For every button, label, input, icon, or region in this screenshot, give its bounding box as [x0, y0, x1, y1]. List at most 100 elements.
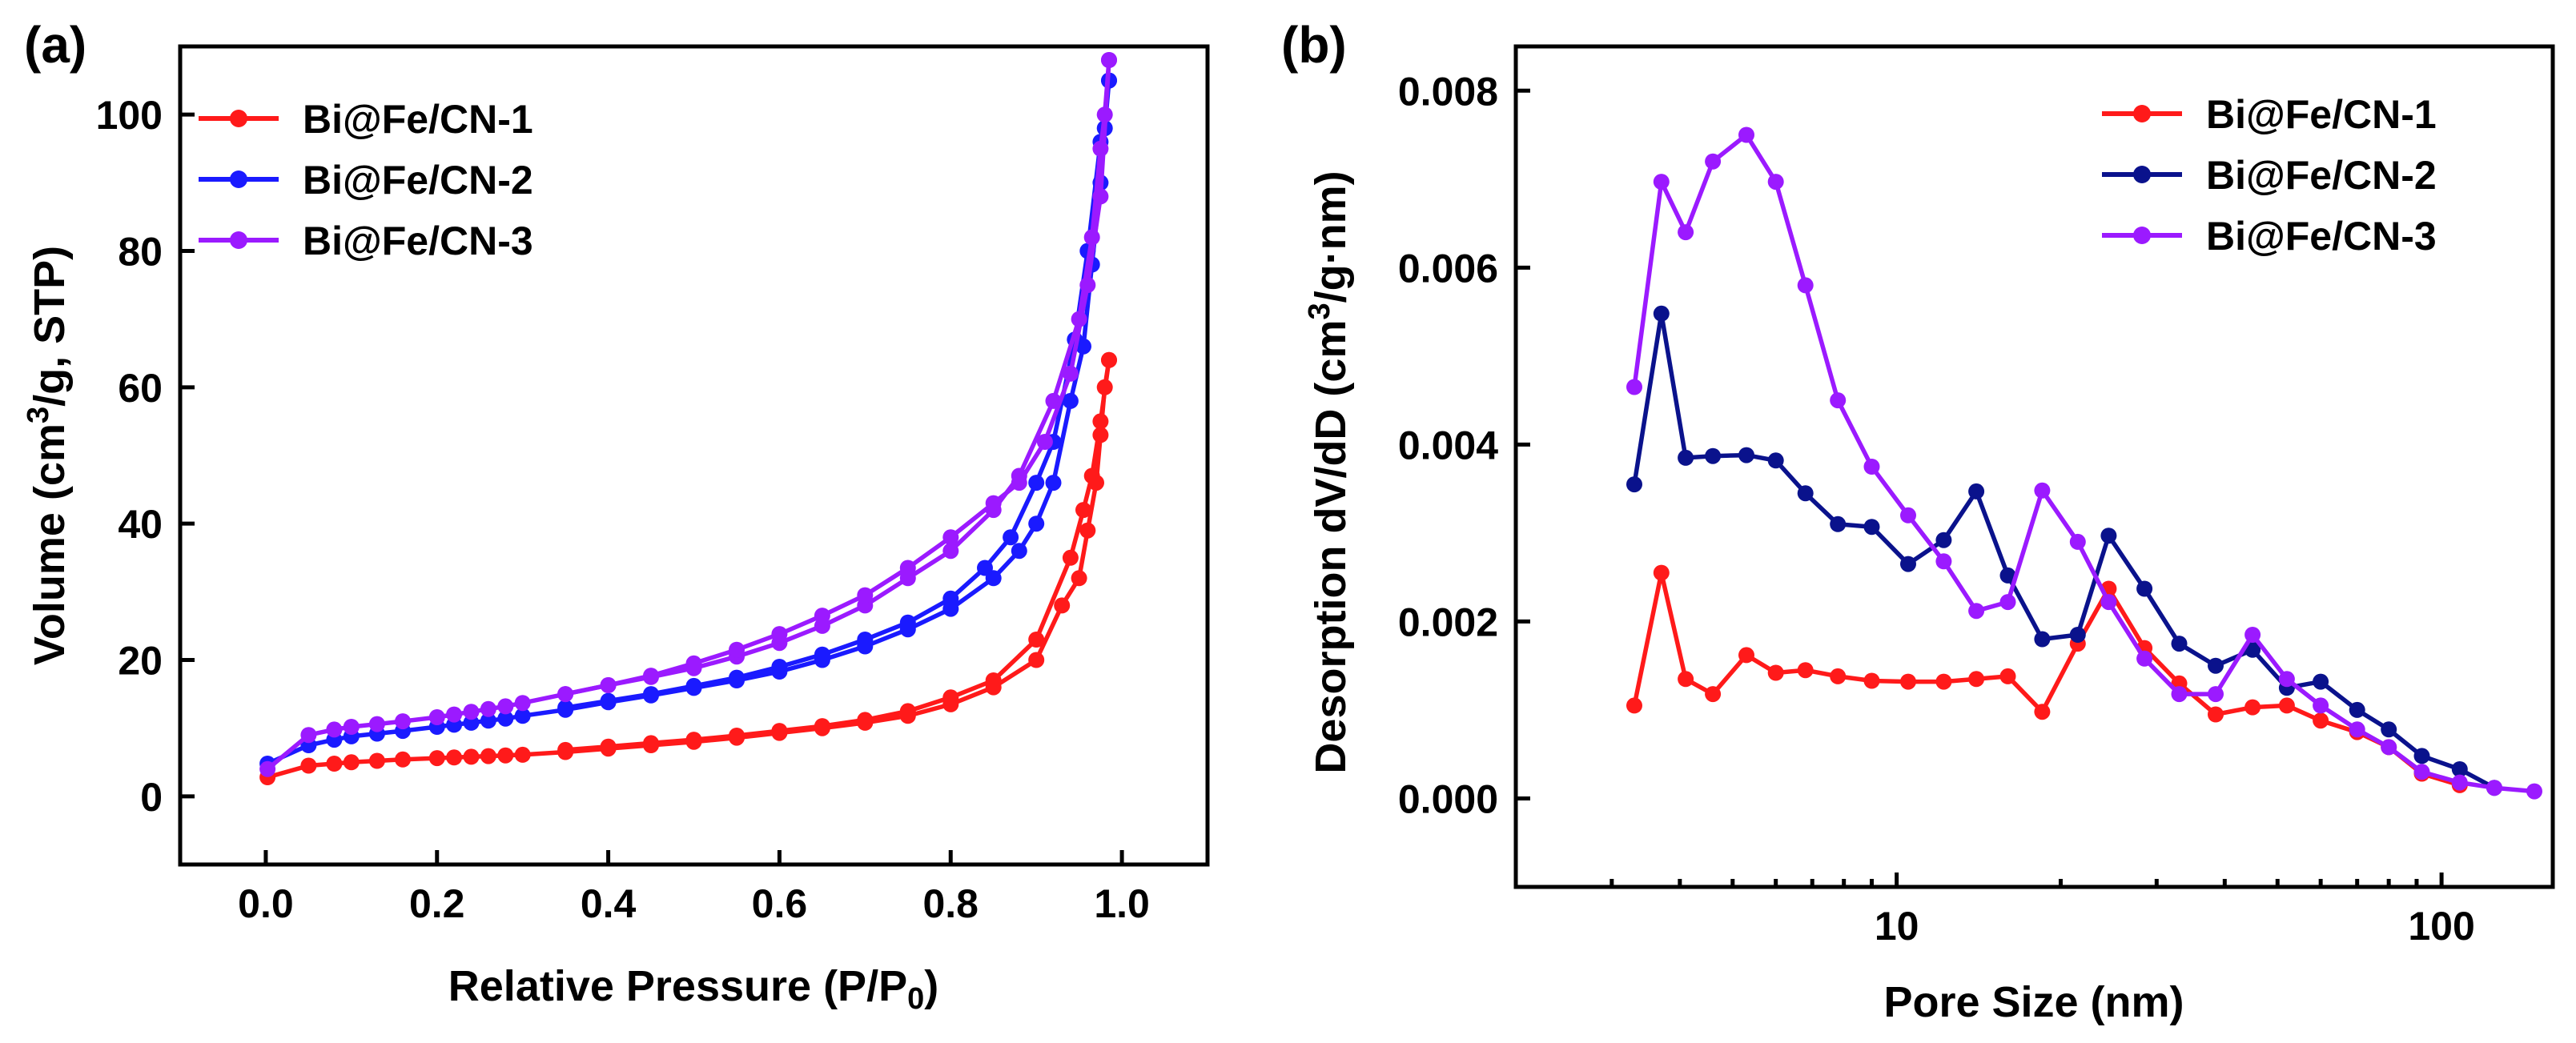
series-group-b	[1626, 126, 2542, 800]
data-point-b-bi-fe-cn-1-curve-3	[1705, 686, 1722, 703]
data-point-a-bi-fe-cn-3-adsorption-27	[1092, 140, 1109, 157]
data-point-a-bi-fe-cn-2-desorption-17	[557, 700, 574, 716]
data-point-a-bi-fe-cn-1-adsorption-4	[368, 752, 385, 769]
data-point-a-bi-fe-cn-3-adsorption-3	[343, 719, 360, 735]
y-tick-label-a-4: 80	[118, 230, 163, 275]
data-point-a-bi-fe-cn-1-adsorption-5	[395, 751, 411, 768]
data-point-a-bi-fe-cn-3-desorption-0	[1101, 52, 1117, 68]
y-axis-label-b: Desorption dV/dD (cm3/g·nm)	[1303, 170, 1355, 773]
x-axis-label-b: Pore Size (nm)	[1883, 978, 2184, 1026]
y-tick-label-b-0: 0.000	[1398, 776, 1498, 821]
data-point-a-bi-fe-cn-3-adsorption-0	[259, 760, 276, 777]
data-point-a-bi-fe-cn-3-desorption-11	[771, 626, 788, 643]
data-point-a-bi-fe-cn-2-desorption-9	[899, 614, 916, 631]
data-point-a-bi-fe-cn-2-desorption-14	[685, 677, 702, 694]
data-point-b-bi-fe-cn-1-curve-4	[1738, 647, 1754, 664]
data-point-b-bi-fe-cn-2-curve-10	[1935, 532, 1952, 548]
x-tick-label-a-0: 0.0	[238, 881, 294, 926]
data-point-a-bi-fe-cn-1-adsorption-23	[1028, 652, 1045, 668]
isotherm-chart: (a) 0.0 0.2 0.4 0.6 0.8 1.0 0 20 40 60 80 100 Bi@Fe…	[22, 16, 1210, 1016]
data-point-b-bi-fe-cn-3-curve-8	[1863, 459, 1880, 475]
data-point-a-bi-fe-cn-1-adsorption-26	[1079, 522, 1096, 539]
legend-label-a-bi-fe-cn-2: Bi@Fe/CN-2	[303, 158, 533, 203]
data-point-b-bi-fe-cn-3-curve-9	[1900, 507, 1916, 524]
data-point-a-bi-fe-cn-1-adsorption-25	[1071, 570, 1087, 587]
data-point-a-bi-fe-cn-3-desorption-3	[1062, 365, 1079, 382]
data-point-b-bi-fe-cn-3-curve-20	[2278, 671, 2295, 688]
data-point-b-bi-fe-cn-3-curve-23	[2381, 739, 2397, 756]
data-point-b-bi-fe-cn-1-curve-9	[1900, 673, 1916, 690]
data-point-b-bi-fe-cn-1-curve-2	[1678, 671, 1694, 688]
y-tick-label-a-3: 60	[118, 366, 163, 411]
data-point-a-bi-fe-cn-1-desorption-12	[729, 728, 745, 744]
data-point-a-bi-fe-cn-1-desorption-11	[771, 723, 788, 740]
data-point-b-bi-fe-cn-2-curve-6	[1797, 485, 1814, 502]
data-point-b-bi-fe-cn-2-curve-2	[1678, 449, 1694, 466]
data-point-a-bi-fe-cn-3-desorption-4	[1036, 434, 1053, 450]
data-point-a-bi-fe-cn-2-adsorption-11	[514, 708, 531, 724]
pore-size-chart: (b) 10 100 0.000 0.002 0.004 0.006 0.008 Bi@Fe…	[1281, 16, 2555, 1026]
series-line-b-bi-fe-cn-3-curve	[1632, 132, 2535, 794]
y-tick-label-b-1: 0.002	[1398, 600, 1498, 644]
data-point-a-bi-fe-cn-1-desorption-7	[942, 689, 959, 706]
data-point-b-bi-fe-cn-2-curve-4	[1738, 447, 1754, 463]
data-point-b-bi-fe-cn-1-curve-10	[1935, 673, 1952, 690]
data-point-b-bi-fe-cn-1-curve-20	[2278, 697, 2295, 714]
data-point-b-bi-fe-cn-3-curve-22	[2349, 721, 2365, 738]
data-point-b-bi-fe-cn-1-curve-13	[2034, 704, 2051, 720]
data-point-a-bi-fe-cn-2-desorption-13	[729, 669, 745, 686]
data-point-a-bi-fe-cn-1-desorption-1	[1092, 413, 1109, 430]
data-point-a-bi-fe-cn-3-adsorption-5	[395, 713, 411, 730]
data-point-a-bi-fe-cn-2-desorption-15	[643, 686, 659, 703]
data-point-a-bi-fe-cn-1-adsorption-10	[497, 747, 514, 764]
data-point-b-bi-fe-cn-1-curve-21	[2313, 712, 2329, 729]
axis-ticks-b: 10 100 0.000 0.002 0.004 0.006 0.008	[1398, 69, 2475, 949]
data-point-a-bi-fe-cn-1-desorption-2	[1083, 467, 1100, 484]
data-point-b-bi-fe-cn-2-curve-3	[1705, 447, 1722, 464]
legend-label-b-bi-fe-cn-1: Bi@Fe/CN-1	[2206, 92, 2437, 137]
data-point-a-bi-fe-cn-3-desorption-6	[985, 495, 1002, 511]
data-point-a-bi-fe-cn-1-desorption-16	[557, 741, 574, 758]
data-point-a-bi-fe-cn-1-adsorption-11	[514, 746, 531, 763]
data-point-a-bi-fe-cn-1-desorption-8	[899, 703, 916, 720]
data-point-b-bi-fe-cn-3-curve-3	[1705, 153, 1722, 170]
data-point-a-bi-fe-cn-2-desorption-16	[600, 692, 617, 709]
data-point-b-bi-fe-cn-3-curve-13	[2034, 482, 2051, 499]
data-point-b-bi-fe-cn-2-curve-17	[2171, 636, 2188, 652]
data-point-a-bi-fe-cn-3-adsorption-7	[446, 706, 463, 723]
data-point-a-bi-fe-cn-3-adsorption-21	[942, 543, 959, 560]
data-point-b-bi-fe-cn-3-curve-24	[2413, 764, 2430, 780]
data-point-a-bi-fe-cn-3-adsorption-4	[368, 716, 385, 732]
series-group-a	[259, 52, 1117, 785]
data-point-a-bi-fe-cn-2-adsorption-10	[497, 710, 514, 727]
data-point-b-bi-fe-cn-3-curve-16	[2136, 650, 2153, 667]
data-point-a-bi-fe-cn-1-adsorption-2	[326, 756, 343, 772]
data-point-b-bi-fe-cn-3-curve-0	[1626, 379, 1642, 395]
legend-marker-b-bi-fe-cn-1	[2133, 105, 2151, 122]
data-point-a-bi-fe-cn-3-desorption-15	[600, 677, 617, 693]
data-point-a-bi-fe-cn-1-desorption-9	[857, 712, 874, 728]
legend-a: Bi@Fe/CN-1 Bi@Fe/CN-2 Bi@Fe/CN-3	[199, 97, 533, 263]
data-point-a-bi-fe-cn-3-desorption-2	[1079, 277, 1096, 294]
data-point-b-bi-fe-cn-2-curve-12	[1999, 567, 2016, 584]
data-point-b-bi-fe-cn-1-curve-7	[1830, 668, 1847, 684]
x-tick-label-a-5: 1.0	[1094, 881, 1150, 926]
x-tick-label-a-1: 0.2	[409, 881, 465, 926]
data-point-a-bi-fe-cn-1-adsorption-7	[446, 749, 463, 766]
data-point-a-bi-fe-cn-1-desorption-14	[643, 735, 659, 752]
axis-ticks-a: 0.0 0.2 0.4 0.6 0.8 1.0 0 20 40 60 80 100	[96, 93, 1150, 926]
data-point-a-bi-fe-cn-1-adsorption-3	[343, 754, 360, 771]
data-point-a-bi-fe-cn-1-adsorption-9	[480, 748, 496, 764]
x-tick-label-a-4: 0.8	[922, 881, 979, 926]
legend-marker-a-bi-fe-cn-2	[230, 170, 247, 188]
data-point-b-bi-fe-cn-1-curve-19	[2244, 699, 2261, 716]
data-point-b-bi-fe-cn-3-curve-2	[1678, 224, 1694, 241]
data-point-b-bi-fe-cn-3-curve-11	[1968, 603, 1985, 620]
data-point-b-bi-fe-cn-2-curve-22	[2349, 701, 2365, 718]
data-point-b-bi-fe-cn-3-curve-10	[1935, 553, 1952, 570]
data-point-b-bi-fe-cn-1-curve-0	[1626, 697, 1642, 714]
data-point-b-bi-fe-cn-1-curve-1	[1653, 564, 1670, 581]
data-point-a-bi-fe-cn-1-desorption-6	[985, 672, 1002, 688]
data-point-b-bi-fe-cn-3-curve-12	[1999, 594, 2016, 611]
